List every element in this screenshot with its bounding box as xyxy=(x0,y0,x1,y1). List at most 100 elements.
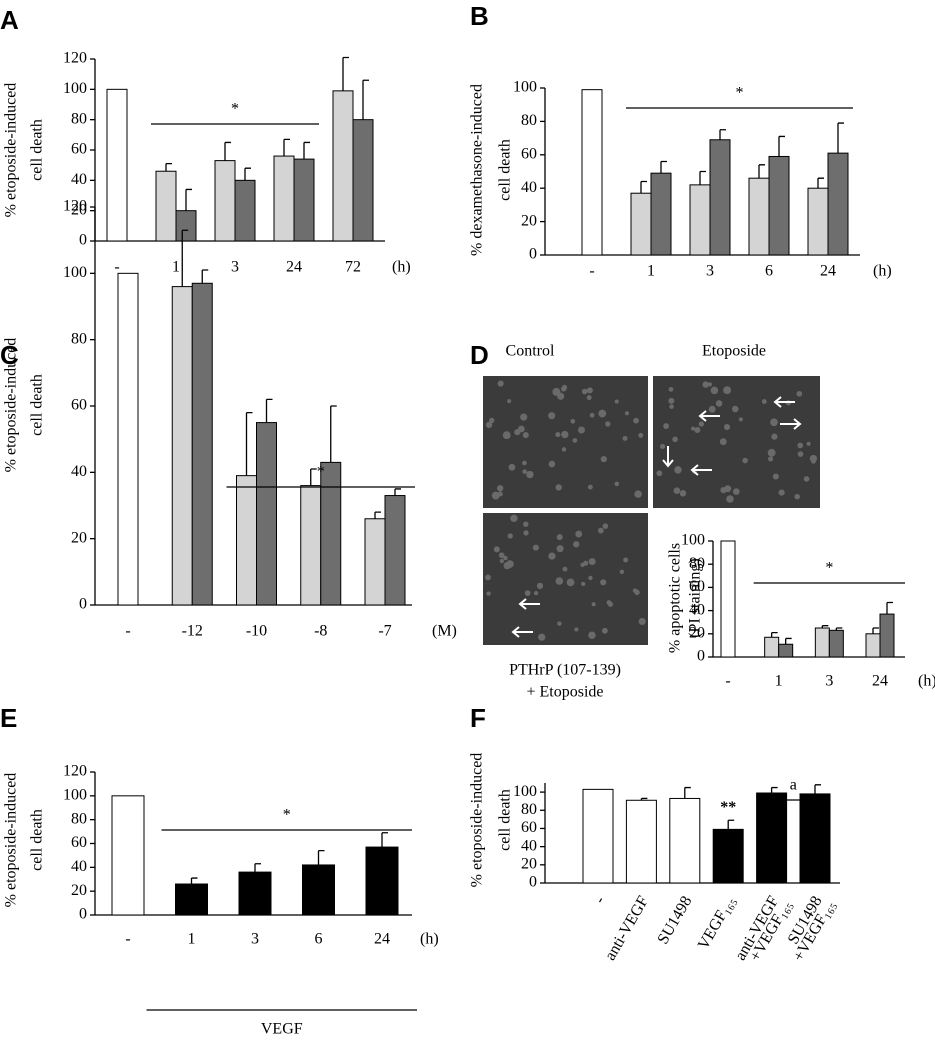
y-tick-label: 20 xyxy=(71,529,87,546)
x-tick-label: 3 xyxy=(706,263,714,280)
annotation: * xyxy=(825,560,833,577)
x-tick-label: 3 xyxy=(825,673,833,690)
x-tick-label: 24 xyxy=(820,263,836,280)
error-bar xyxy=(394,488,401,496)
image-label: + Etoposide xyxy=(526,684,603,701)
cell xyxy=(548,412,556,420)
cell xyxy=(573,541,580,548)
cell xyxy=(575,530,583,538)
error-bar xyxy=(770,786,778,793)
cell xyxy=(586,387,593,394)
y-axis-label: cell death xyxy=(497,139,514,201)
x-tick-label: 1 xyxy=(172,259,180,276)
bar xyxy=(117,272,139,606)
bar xyxy=(630,192,652,256)
error-bar xyxy=(872,627,879,634)
cell xyxy=(624,411,629,416)
annotation: * xyxy=(231,101,239,118)
x-tick-label: 24 xyxy=(872,673,888,690)
cell xyxy=(556,534,563,541)
error-bar xyxy=(837,122,844,154)
cell xyxy=(533,590,539,596)
cell xyxy=(561,430,569,439)
bar xyxy=(236,475,257,606)
y-tick-label: 60 xyxy=(71,834,87,851)
cell xyxy=(656,470,663,477)
error-bar xyxy=(835,627,843,631)
cell xyxy=(622,435,628,441)
cell xyxy=(589,412,595,418)
x-unit: (h) xyxy=(392,259,411,276)
cell xyxy=(638,617,646,626)
bar xyxy=(175,883,208,916)
bar xyxy=(302,864,335,916)
cell xyxy=(698,421,704,427)
cell xyxy=(719,438,727,446)
bar xyxy=(748,177,770,256)
panel-letter: A xyxy=(0,5,19,35)
cell xyxy=(538,633,546,641)
cell xyxy=(506,560,514,568)
y-axis-label: % etoposide-induced xyxy=(3,773,20,908)
x-tick-label: -10 xyxy=(246,623,267,640)
cell xyxy=(669,404,674,409)
error-bar xyxy=(185,188,192,211)
y-axis-label: cell death xyxy=(29,374,46,436)
cell xyxy=(797,442,804,449)
bar xyxy=(352,119,374,242)
error-bar xyxy=(244,167,251,181)
cell xyxy=(557,392,565,400)
cell xyxy=(633,417,639,424)
cell xyxy=(723,423,731,431)
annotation: * xyxy=(283,807,291,824)
cell xyxy=(597,527,604,534)
bar xyxy=(238,871,272,916)
y-tick-label: 0 xyxy=(79,906,87,923)
micrograph-pthrp xyxy=(483,513,648,645)
bar xyxy=(155,170,177,242)
cell xyxy=(555,484,562,491)
cell xyxy=(674,466,682,474)
cell xyxy=(694,427,701,434)
cell xyxy=(556,545,564,553)
bar xyxy=(293,158,315,242)
bar xyxy=(171,286,193,606)
cell xyxy=(707,382,713,387)
error-bar xyxy=(727,819,735,830)
x-tick-label: 1 xyxy=(647,263,655,280)
x-tick-label: -12 xyxy=(182,623,203,640)
cell xyxy=(570,419,576,424)
x-tick-label: VEGF₁₆₅ xyxy=(695,893,739,952)
error-bar xyxy=(640,797,648,801)
y-tick-label: 0 xyxy=(529,246,537,263)
cell xyxy=(768,456,774,462)
error-bar xyxy=(245,411,253,476)
y-tick-label: 60 xyxy=(71,141,87,158)
x-tick-label: - xyxy=(125,931,130,948)
y-tick-label: 0 xyxy=(529,874,537,891)
cell xyxy=(502,431,511,440)
x-tick-label: 6 xyxy=(765,263,773,280)
cell xyxy=(557,621,562,626)
bar xyxy=(712,828,744,884)
bar xyxy=(273,155,295,242)
cell xyxy=(723,386,732,395)
y-tick-label: 40 xyxy=(689,601,705,618)
cell xyxy=(583,560,589,566)
cell xyxy=(560,386,567,392)
bar xyxy=(582,788,614,884)
y-tick-label: 20 xyxy=(689,624,705,641)
error-bar xyxy=(330,405,337,463)
cell xyxy=(770,418,778,427)
error-bar xyxy=(254,863,261,873)
cell xyxy=(663,423,670,429)
image-label: PTHrP (107-139) xyxy=(509,662,621,679)
cell xyxy=(659,443,666,450)
y-axis-label: % dexamethasone-induced xyxy=(469,84,486,256)
y-tick-label: 100 xyxy=(63,80,87,97)
error-bar xyxy=(374,511,381,519)
cell xyxy=(806,441,811,446)
cell xyxy=(562,566,568,572)
x-tick-label: - xyxy=(591,893,608,906)
x-tick-label: -7 xyxy=(378,623,391,640)
